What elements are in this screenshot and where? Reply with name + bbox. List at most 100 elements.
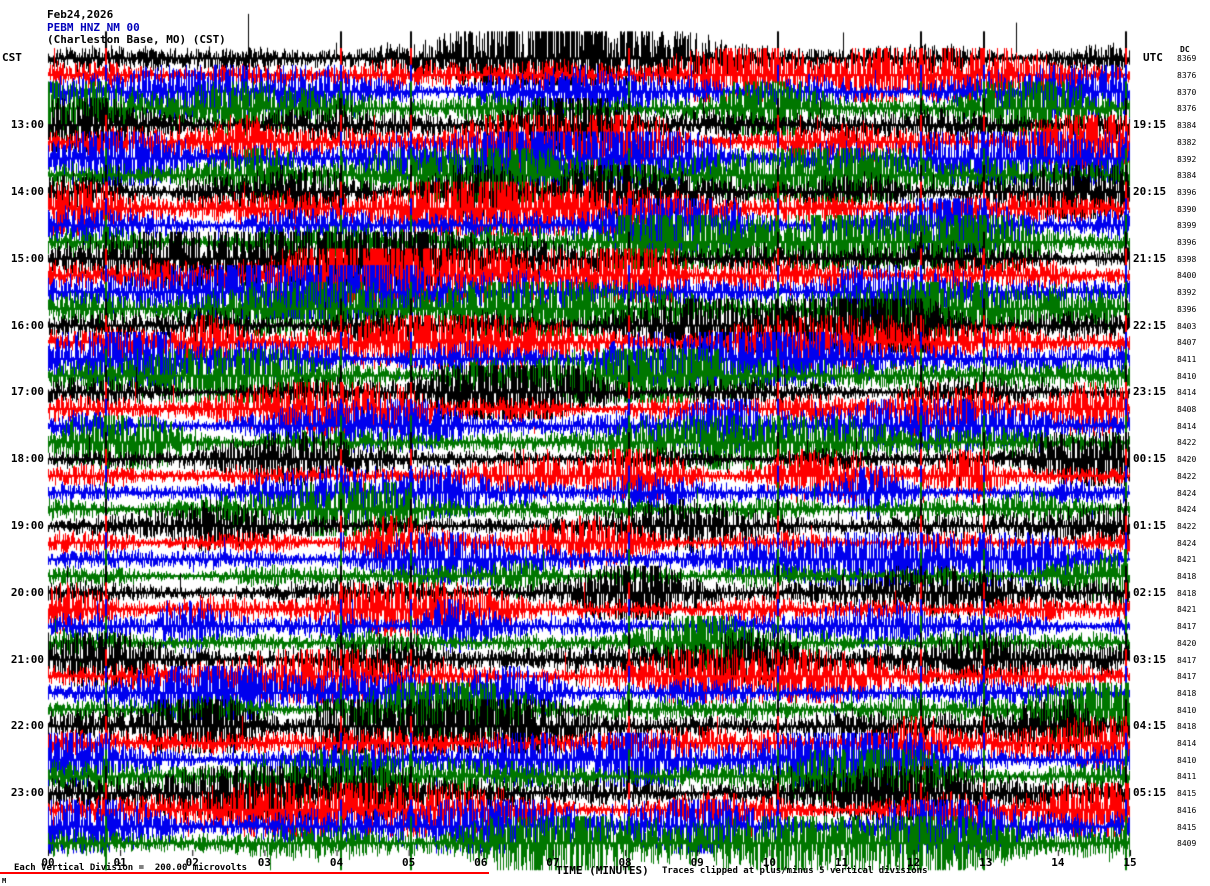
dc-value: 8392 (1177, 288, 1197, 298)
cst-hour-label: 22:00 (10, 719, 44, 733)
dc-value: 8422 (1177, 471, 1197, 481)
cst-hour-label: 19:00 (10, 518, 44, 532)
dc-value: 8410 (1177, 371, 1197, 381)
dc-value: 8417 (1177, 622, 1197, 632)
dc-column-title: DC (1180, 45, 1190, 54)
vertical-scale-note: Each Vertical Division = 200.00 microvol… (14, 863, 247, 873)
dc-value: 8418 (1177, 688, 1197, 698)
x-tick-label: 06 (474, 856, 488, 869)
dc-value: 8384 (1177, 171, 1197, 181)
dc-value: 8422 (1177, 521, 1197, 531)
dc-value: 8390 (1177, 204, 1197, 214)
cst-hour-label: 23:00 (10, 786, 44, 800)
corner-mark: M (2, 877, 7, 885)
dc-value: 8400 (1177, 271, 1197, 281)
x-tick-label: 00 (41, 856, 55, 869)
header-station-info: (Charleston Base, MO) (CST) (47, 33, 226, 46)
dc-value: 8415 (1177, 789, 1197, 799)
dc-value: 8396 (1177, 238, 1197, 248)
dc-value: 8415 (1177, 822, 1197, 832)
dc-value: 8416 (1177, 805, 1197, 815)
dc-value: 8370 (1177, 87, 1197, 97)
dc-value: 8396 (1177, 187, 1197, 197)
dc-value: 8418 (1177, 588, 1197, 598)
dc-value: 8421 (1177, 555, 1197, 565)
dc-value: 8417 (1177, 655, 1197, 665)
utc-hour-label: 03:15 (1133, 652, 1167, 666)
right-timezone-label: UTC (1143, 51, 1163, 64)
dc-value: 8409 (1177, 839, 1197, 849)
x-tick-label: 02 (185, 856, 199, 869)
dc-value: 8403 (1177, 321, 1197, 331)
dc-value: 8414 (1177, 421, 1197, 431)
x-tick-label: 10 (762, 856, 776, 869)
left-timezone-label: CST (2, 51, 22, 64)
dc-value: 8407 (1177, 338, 1197, 348)
dc-value: 8382 (1177, 137, 1197, 147)
utc-hour-label: 04:15 (1133, 719, 1167, 733)
dc-value: 8418 (1177, 722, 1197, 732)
x-tick-label: 01 (113, 856, 127, 869)
x-tick-label: 09 (690, 856, 704, 869)
dc-value: 8422 (1177, 438, 1197, 448)
x-tick-label: 11 (834, 856, 849, 869)
utc-hour-label: 19:15 (1133, 118, 1167, 132)
header-date: Feb24,2026 (47, 8, 114, 21)
scale-underline (0, 872, 489, 874)
header-station-code: PEBM HNZ NM 00 (47, 21, 140, 34)
dc-value: 8376 (1177, 71, 1197, 81)
cst-hour-label: 14:00 (10, 184, 44, 198)
utc-hour-label: 23:15 (1133, 385, 1167, 399)
dc-value: 8414 (1177, 739, 1197, 749)
dc-value: 8424 (1177, 538, 1197, 548)
dc-value: 8411 (1177, 772, 1197, 782)
x-tick-label: 08 (618, 856, 632, 869)
dc-value: 8420 (1177, 638, 1197, 648)
dc-value: 8410 (1177, 705, 1197, 715)
dc-value: 8408 (1177, 405, 1197, 415)
time-axis-label: TIME (MINUTES) (556, 864, 649, 877)
dc-value: 8369 (1177, 54, 1197, 64)
dc-value: 8421 (1177, 605, 1197, 615)
dc-value: 8414 (1177, 388, 1197, 398)
x-tick-label: 07 (546, 856, 560, 869)
cst-hour-label: 15:00 (10, 251, 44, 265)
dc-value: 8399 (1177, 221, 1197, 231)
utc-hour-label: 02:15 (1133, 585, 1167, 599)
x-tick-label: 12 (906, 856, 921, 869)
x-tick-label: 03 (257, 856, 272, 869)
x-tick-label: 15 (1123, 856, 1137, 869)
dc-value: 8392 (1177, 154, 1197, 164)
utc-hour-label: 22:15 (1133, 318, 1167, 332)
dc-value: 8410 (1177, 755, 1197, 765)
x-tick-label: 14 (1051, 856, 1065, 869)
utc-hour-label: 05:15 (1133, 786, 1167, 800)
utc-hour-label: 01:15 (1133, 518, 1167, 532)
cst-hour-label: 17:00 (10, 385, 44, 399)
utc-hour-label: 00:15 (1133, 452, 1167, 466)
utc-hour-label: 21:15 (1133, 251, 1167, 265)
cst-hour-label: 18:00 (10, 452, 44, 466)
dc-value: 8420 (1177, 455, 1197, 465)
dc-value: 8411 (1177, 354, 1197, 364)
cst-hour-label: 21:00 (10, 652, 44, 666)
x-tick-label: 04 (329, 856, 344, 869)
cst-hour-label: 16:00 (10, 318, 44, 332)
dc-value: 8396 (1177, 304, 1197, 314)
dc-value: 8384 (1177, 121, 1197, 131)
clip-note: Traces clipped at plus/minus 5 vertical … (662, 866, 928, 876)
cst-hour-label: 13:00 (10, 118, 44, 132)
x-tick-label: 13 (979, 856, 993, 869)
dc-value: 8424 (1177, 488, 1197, 498)
dc-value: 8418 (1177, 572, 1197, 582)
x-tick-label: 05 (402, 856, 416, 869)
dc-value: 8376 (1177, 104, 1197, 114)
utc-hour-label: 20:15 (1133, 184, 1167, 198)
dc-value: 8398 (1177, 254, 1197, 264)
cst-hour-label: 20:00 (10, 585, 44, 599)
dc-value: 8417 (1177, 672, 1197, 682)
dc-value: 8424 (1177, 505, 1197, 515)
